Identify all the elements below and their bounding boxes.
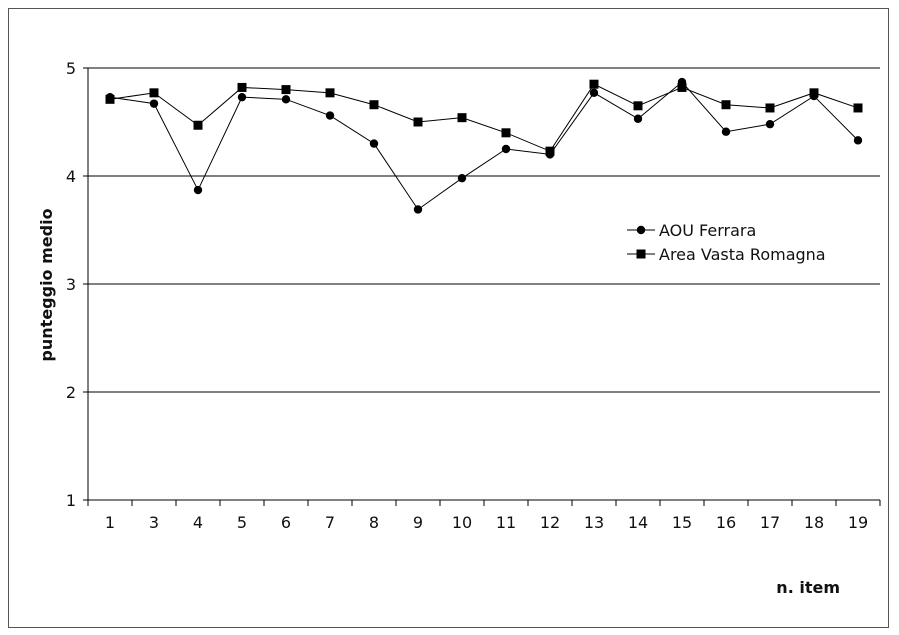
- point-aou-ferrara: [501, 144, 511, 154]
- series-line-area-vasta-romagna: [109, 83, 859, 152]
- point-aou-ferrara: [765, 119, 775, 129]
- point-aou-ferrara: [237, 92, 247, 102]
- point-aou-ferrara: [281, 95, 291, 104]
- point-aou-ferrara: [589, 88, 599, 98]
- point-aou-ferrara: [853, 136, 863, 145]
- point-area-vasta-romagna: [281, 85, 291, 95]
- point-area-vasta-romagna: [193, 120, 203, 130]
- point-area-vasta-romagna: [809, 88, 819, 98]
- x-tick-label: 18: [804, 513, 824, 532]
- point-aou-ferrara: [369, 139, 379, 148]
- point-area-vasta-romagna: [325, 88, 335, 98]
- y-axis-title: punteggio medio: [37, 208, 56, 361]
- y-tick-label: 2: [66, 383, 76, 402]
- point-aou-ferrara: [149, 99, 159, 108]
- point-area-vasta-romagna: [413, 117, 423, 127]
- point-area-vasta-romagna: [105, 94, 115, 104]
- legend: AOU Ferrara Area Vasta Romagna: [627, 221, 826, 264]
- x-tick-label: 7: [325, 513, 335, 532]
- x-tick-label: 6: [281, 513, 291, 532]
- x-tick-label: 11: [496, 513, 516, 532]
- y-tick-label: 5: [66, 59, 76, 78]
- point-aou-ferrara: [325, 111, 335, 120]
- x-tick-label: 5: [237, 513, 247, 532]
- point-area-vasta-romagna: [457, 113, 467, 123]
- point-area-vasta-romagna: [149, 88, 159, 98]
- chart-frame: [8, 8, 889, 628]
- point-area-vasta-romagna: [721, 100, 731, 110]
- axes: [83, 67, 881, 506]
- y-tick-label: 3: [66, 275, 76, 294]
- x-tick-label: 9: [413, 513, 423, 532]
- point-area-vasta-romagna: [765, 103, 775, 113]
- point-area-vasta-romagna: [853, 103, 863, 113]
- point-aou-ferrara: [193, 185, 203, 195]
- x-tick-label: 8: [369, 513, 379, 532]
- point-area-vasta-romagna: [633, 101, 643, 111]
- x-tick-label: 1: [105, 513, 115, 532]
- y-tick-label: 4: [66, 167, 76, 186]
- x-tick-label: 19: [848, 513, 868, 532]
- y-tick-labels: 1 2 3 4 5: [66, 59, 76, 510]
- x-tick-label: 14: [628, 513, 648, 532]
- legend-marker-aou-ferrara: [636, 225, 646, 235]
- point-area-vasta-romagna: [545, 146, 555, 156]
- point-aou-ferrara: [457, 173, 467, 183]
- x-tick-labels: 1 3 4 5 6 7 8 9 10 11 12 13 14 15 16 17 18 19: [105, 513, 868, 532]
- grid-lines: [88, 67, 880, 393]
- x-tick-label: 4: [193, 513, 203, 532]
- point-aou-ferrara: [633, 114, 643, 123]
- x-tick-label: 12: [540, 513, 560, 532]
- x-tick-label: 13: [584, 513, 604, 532]
- point-aou-ferrara: [413, 205, 423, 214]
- point-area-vasta-romagna: [501, 128, 511, 138]
- x-tick-label: 15: [672, 513, 692, 532]
- y-tick-label: 1: [66, 491, 76, 510]
- x-tick-label: 16: [716, 513, 736, 532]
- point-area-vasta-romagna: [589, 79, 599, 89]
- point-aou-ferrara: [721, 127, 731, 136]
- x-tick-label: 17: [760, 513, 780, 532]
- legend-label-area-vasta-romagna: Area Vasta Romagna: [659, 245, 826, 264]
- point-area-vasta-romagna: [677, 82, 687, 92]
- x-axis-title: n. item: [776, 578, 840, 597]
- series-line-aou-ferrara: [109, 81, 859, 211]
- point-area-vasta-romagna: [237, 82, 247, 92]
- x-tick-label: 10: [452, 513, 472, 532]
- legend-marker-area-vasta-romagna: [636, 249, 646, 259]
- legend-label-aou-ferrara: AOU Ferrara: [659, 221, 756, 240]
- point-area-vasta-romagna: [369, 100, 379, 110]
- series-layer: [105, 77, 863, 214]
- x-tick-label: 3: [149, 513, 159, 532]
